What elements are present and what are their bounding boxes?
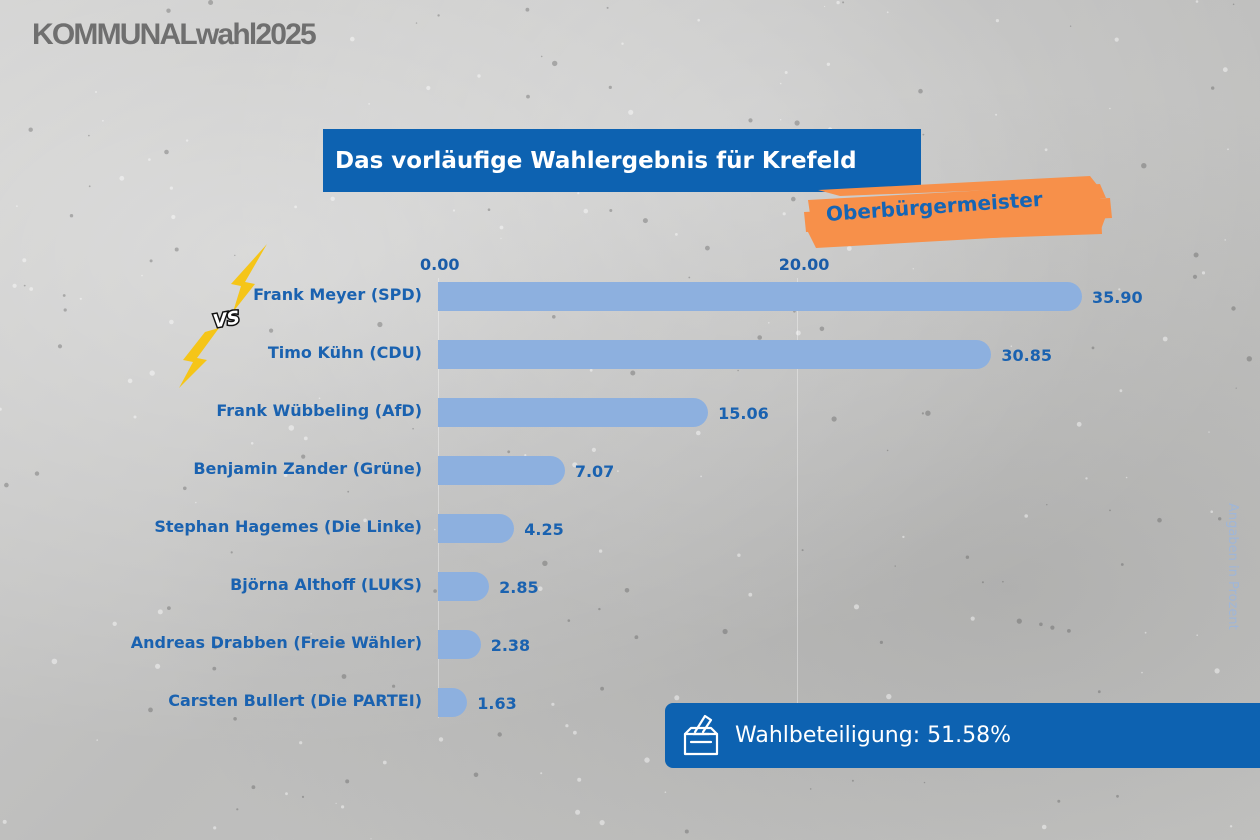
bar bbox=[438, 281, 1082, 311]
bar bbox=[438, 455, 565, 485]
versus-graphic: VS bbox=[179, 244, 267, 388]
lightning-bolt-top-icon bbox=[231, 244, 267, 312]
data-label: 15.06 bbox=[718, 404, 769, 423]
lightning-bolt-bottom-icon bbox=[179, 328, 219, 388]
bar bbox=[438, 629, 481, 659]
data-label: 7.07 bbox=[574, 462, 615, 481]
bar bbox=[438, 513, 515, 543]
data-label: 4.25 bbox=[524, 520, 564, 539]
category-label: Stephan Hagemes (Die Linke) bbox=[154, 517, 422, 536]
x-tick-label: 0.00 bbox=[420, 255, 460, 274]
category-label: Andreas Drabben (Freie Wähler) bbox=[130, 633, 422, 652]
bar bbox=[438, 571, 490, 601]
x-gridline bbox=[796, 278, 798, 718]
ballot-box-icon bbox=[683, 714, 719, 755]
data-label: 2.38 bbox=[490, 636, 531, 655]
logo: KOMMUNALwahl2025 bbox=[32, 18, 317, 51]
category-label: Timo Kühn (CDU) bbox=[267, 343, 422, 362]
chart-title: Das vorläufige Wahlergebnis für Krefeld bbox=[323, 129, 921, 192]
category-label: Björna Althoff (LUKS) bbox=[230, 575, 422, 594]
unit-footnote: Angaben in Prozent bbox=[1225, 503, 1240, 630]
subtitle-tag-shape bbox=[804, 176, 1112, 248]
x-gridline bbox=[438, 278, 439, 718]
category-label: Frank Wübbeling (AfD) bbox=[216, 401, 422, 420]
turnout-text: Wahlbeteiligung: 51.58% bbox=[735, 723, 1011, 748]
category-label: Frank Meyer (SPD) bbox=[253, 285, 422, 304]
category-label: Benjamin Zander (Grüne) bbox=[193, 459, 422, 478]
bar bbox=[438, 397, 709, 427]
turnout-banner: Wahlbeteiligung: 51.58% bbox=[665, 703, 1260, 768]
data-label: 35.90 bbox=[1092, 288, 1143, 307]
bar bbox=[438, 339, 992, 369]
vs-badge: VS bbox=[211, 307, 241, 332]
category-label: Carsten Bullert (Die PARTEI) bbox=[168, 691, 422, 710]
bar bbox=[438, 687, 468, 717]
data-label: 30.85 bbox=[1001, 346, 1053, 365]
x-tick-label: 20.00 bbox=[778, 255, 830, 274]
data-label: 1.63 bbox=[477, 694, 517, 713]
data-label: 2.85 bbox=[499, 578, 539, 597]
chart-title-text: Das vorläufige Wahlergebnis für Krefeld bbox=[335, 147, 857, 174]
